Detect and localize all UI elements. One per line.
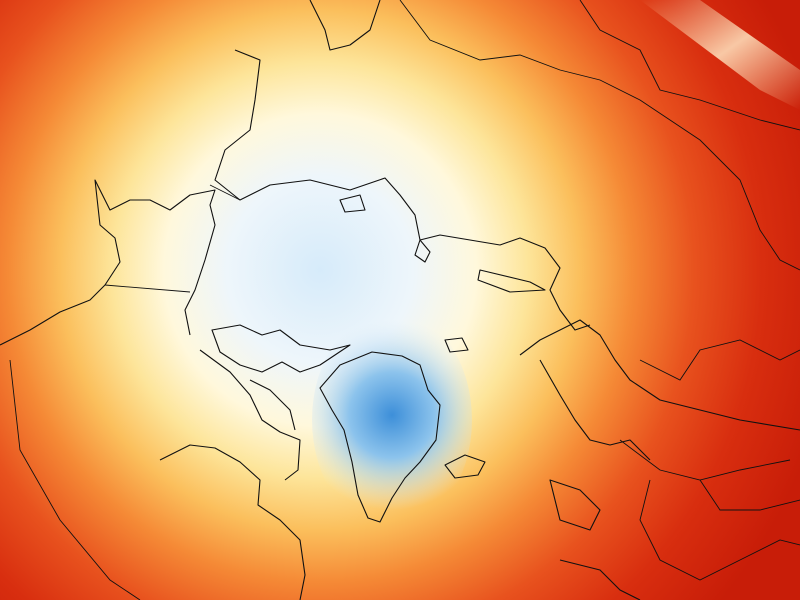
cold-anomaly [312, 310, 472, 530]
warm-band [640, 0, 800, 110]
